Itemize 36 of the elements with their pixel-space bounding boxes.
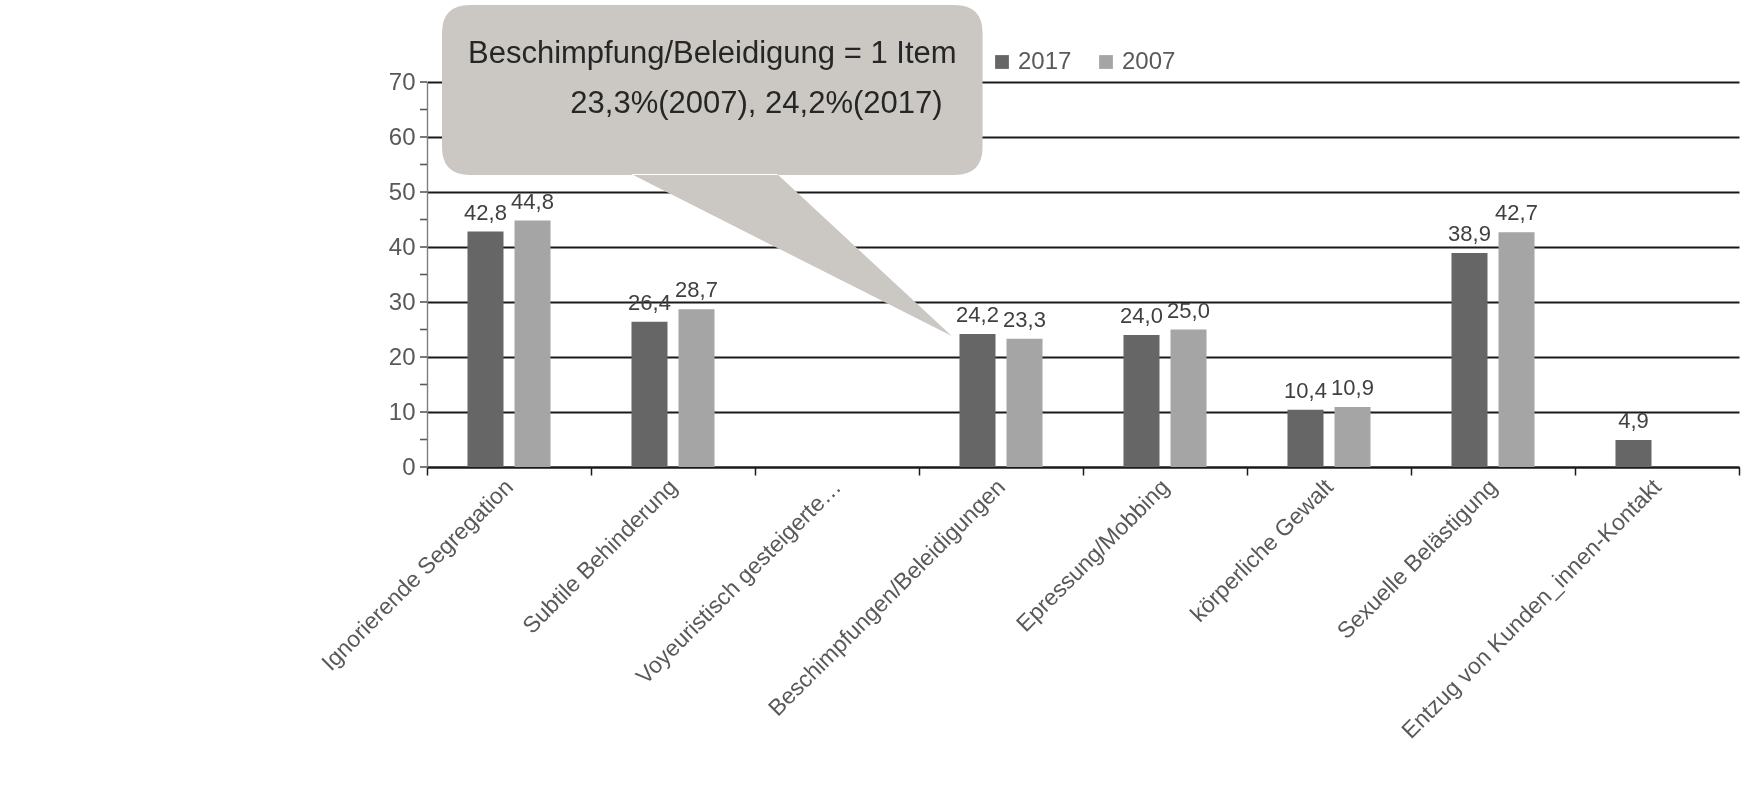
bar xyxy=(1006,338,1043,467)
legend-label: 2007 xyxy=(1122,47,1176,74)
y-tick-label: 30 xyxy=(388,287,416,315)
bar xyxy=(1287,409,1324,467)
data-label: 24,2 xyxy=(956,301,999,327)
data-label: 28,7 xyxy=(675,277,718,303)
data-label: 24,0 xyxy=(1120,303,1163,328)
y-tick-label: 60 xyxy=(388,122,416,150)
bar xyxy=(1498,232,1535,467)
data-label: 42,8 xyxy=(464,199,507,225)
y-tick-label: 50 xyxy=(388,177,416,205)
data-label: 44,8 xyxy=(511,188,554,214)
bar xyxy=(678,309,715,467)
y-tick-label: 70 xyxy=(388,67,416,95)
bar xyxy=(514,220,551,467)
bar xyxy=(467,231,504,467)
data-label: 10,4 xyxy=(1284,377,1327,403)
bar xyxy=(1334,407,1371,467)
y-tick-label: 40 xyxy=(388,232,416,260)
data-label: 25,0 xyxy=(1167,297,1210,323)
data-label: 10,9 xyxy=(1331,375,1374,401)
bar xyxy=(959,333,996,467)
y-tick-label: 10 xyxy=(388,397,416,425)
data-label: 42,7 xyxy=(1495,200,1538,226)
data-label: 23,3 xyxy=(1003,306,1046,332)
annotation: Beschimpfung/Beleidigung = 1 Item 23,3%(2007), 24,2%(2017) xyxy=(468,35,957,120)
legend-label: 2017 xyxy=(1018,47,1072,74)
bar xyxy=(1615,440,1652,467)
bar xyxy=(1170,329,1207,467)
y-tick-label: 0 xyxy=(402,452,416,480)
data-label: 38,9 xyxy=(1448,221,1491,247)
data-label: 4,9 xyxy=(1618,408,1649,434)
bar xyxy=(631,321,668,467)
y-tick-label: 20 xyxy=(388,342,416,370)
bar xyxy=(1123,335,1160,467)
bar xyxy=(1451,253,1488,467)
